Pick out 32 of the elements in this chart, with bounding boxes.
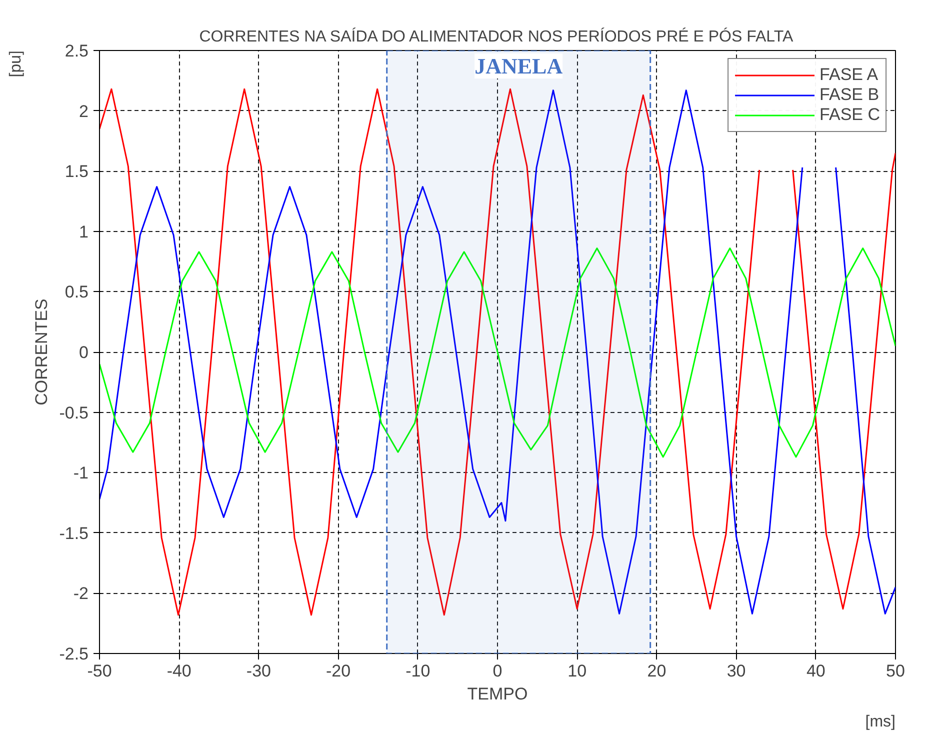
y-tick-label: 0 — [79, 343, 89, 362]
x-axis-title: TEMPO — [467, 684, 528, 704]
y-axis-title: CORRENTES — [32, 298, 52, 406]
y-tick-label: 2 — [79, 102, 89, 121]
chart-title: CORRENTES NA SAÍDA DO ALIMENTADOR NOS PERÍODOS PRÉ E PÓS FALTA — [199, 28, 794, 46]
y-tick-label: 2.5 — [64, 42, 89, 60]
legend-label: FASE A — [820, 65, 878, 85]
x-tick-label: 50 — [886, 662, 905, 680]
x-tick-label: 20 — [647, 662, 666, 680]
x-tick-label: -30 — [246, 662, 271, 680]
text: [pu] — [8, 50, 24, 78]
x-tick-label: -20 — [326, 662, 351, 680]
y-tick-label: 0.5 — [64, 282, 89, 302]
x-tick-label: 10 — [568, 662, 587, 680]
text: [ms] — [865, 714, 896, 730]
x-tick-label: 30 — [726, 662, 746, 680]
y-tick-label: 1 — [79, 222, 89, 242]
y-tick-label: -1.5 — [59, 524, 89, 543]
x-tick-label: 40 — [806, 662, 826, 680]
y-tick-label: -2.5 — [59, 644, 89, 664]
y-tick-label: -0.5 — [59, 403, 89, 422]
line-series — [100, 248, 896, 458]
y-tick-label: 1.5 — [64, 162, 89, 182]
band-label: JANELA — [474, 54, 563, 78]
legend-label: FASE B — [820, 85, 880, 105]
legend-label: FASE C — [820, 105, 880, 125]
x-tick-label: 0 — [492, 662, 502, 680]
x-tick-label: -50 — [87, 662, 112, 680]
y-tick-label: -2 — [73, 584, 89, 604]
y-tick-label: -1 — [73, 464, 89, 483]
x-tick-label: -40 — [166, 662, 192, 680]
x-tick-label: -10 — [406, 662, 430, 680]
